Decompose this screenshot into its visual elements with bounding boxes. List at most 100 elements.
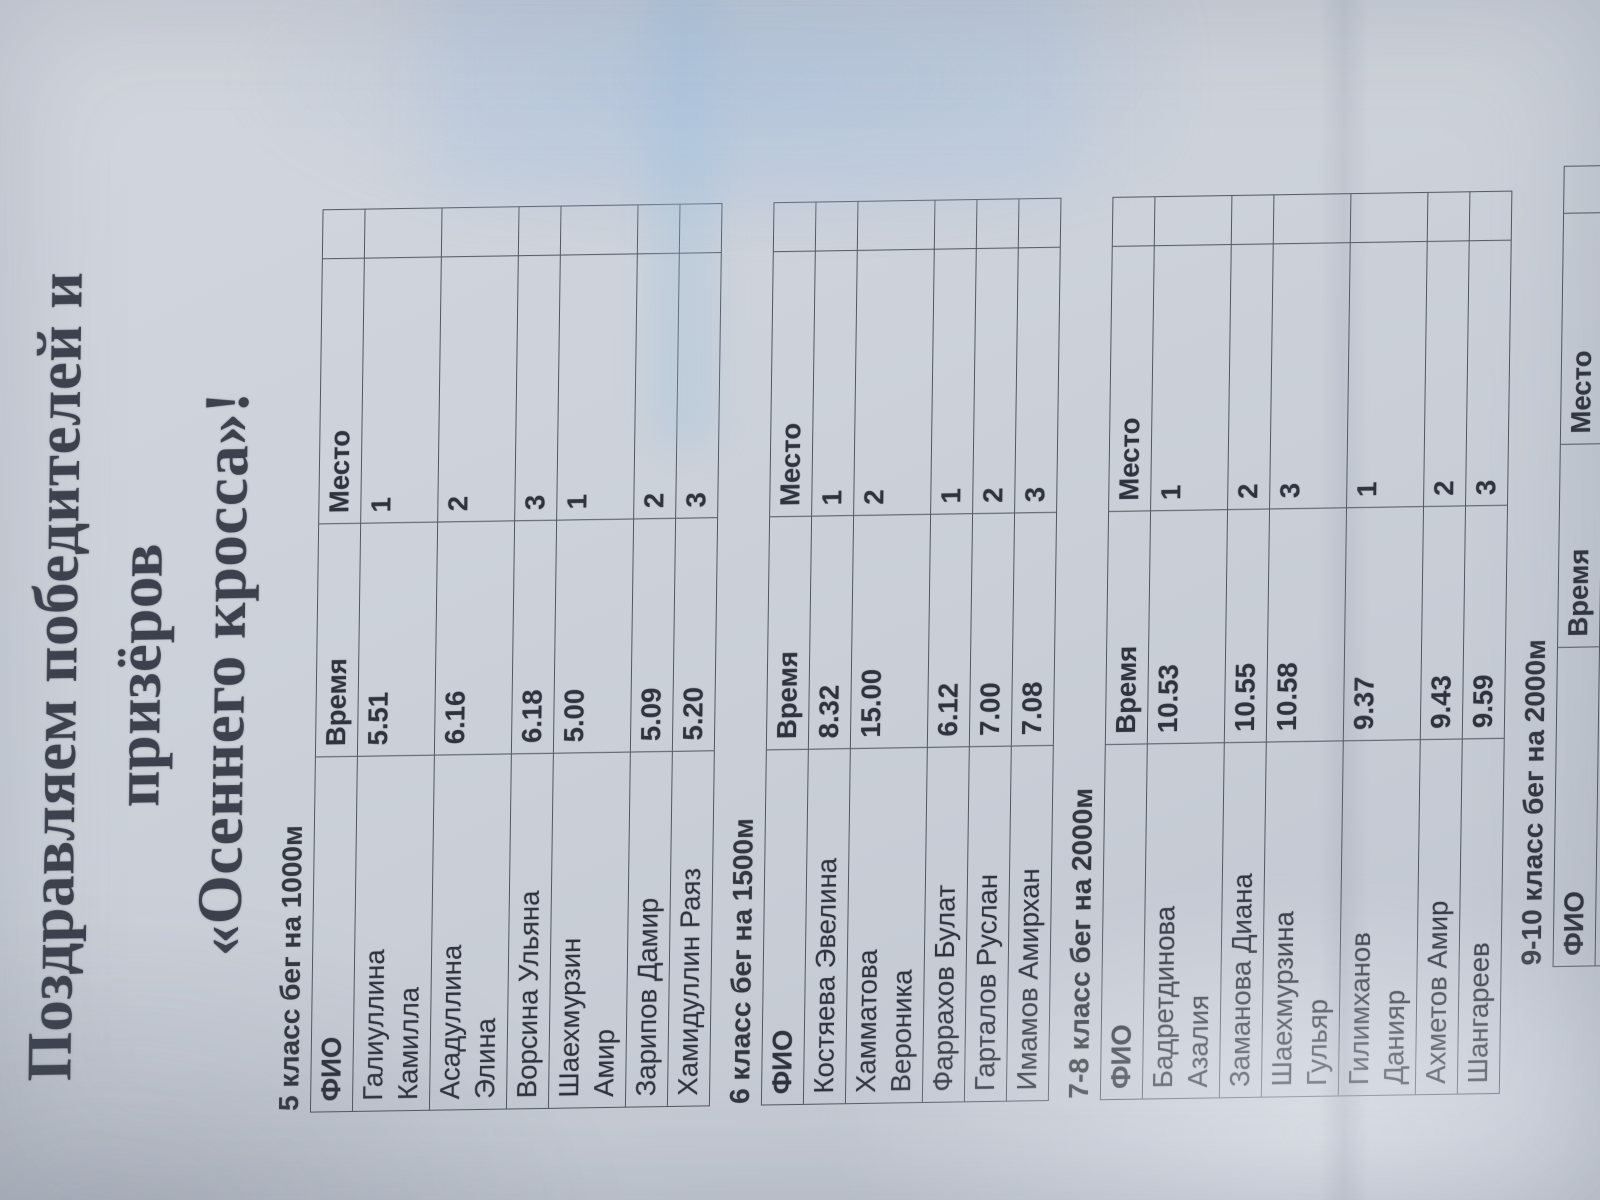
extra-cell bbox=[364, 207, 443, 259]
extra-cell bbox=[857, 200, 935, 251]
time-cell: 5.51 bbox=[357, 522, 438, 757]
name-cell: Асадуллина Элина bbox=[429, 753, 512, 1111]
name-cell: Шангареев bbox=[1457, 738, 1505, 1095]
extra-cell bbox=[1273, 193, 1351, 244]
col-header-fio: ФИО bbox=[310, 756, 358, 1113]
place-cell: 1 bbox=[1346, 241, 1428, 508]
col-header-extra bbox=[1563, 165, 1600, 214]
place-cell: 2 bbox=[853, 249, 935, 516]
time-cell: 7.00 bbox=[969, 512, 1015, 747]
col-header-time: Время bbox=[1105, 510, 1151, 745]
name-cell: Гарталов Руслан bbox=[964, 746, 1012, 1102]
extra-cell bbox=[1469, 191, 1512, 241]
extra-cell bbox=[1350, 192, 1428, 243]
place-cell: 3 bbox=[1269, 242, 1351, 509]
time-cell: 10.58 bbox=[1266, 507, 1347, 743]
results-table: ФИО Время Место Костяева Эвелина 8.32 1 … bbox=[761, 198, 1062, 1106]
time-cell: 9.37 bbox=[1343, 506, 1424, 741]
name-cell: Фаррахов Булат bbox=[922, 746, 970, 1103]
results-table: ФИО Время Место Гареев Аскар 8.53 1 Юсуп… bbox=[1553, 163, 1600, 967]
place-cell: 3 bbox=[1465, 240, 1512, 506]
col-header-place: Место bbox=[1560, 212, 1600, 445]
extra-cell bbox=[1427, 191, 1470, 242]
time-cell: 10.55 bbox=[1224, 508, 1270, 743]
time-cell: 9.59 bbox=[1462, 505, 1508, 739]
page-title: Поздравляем победителей и призёров «Осен… bbox=[6, 141, 273, 1200]
table-row: Гилимханов Данияр 9.37 1 bbox=[1338, 192, 1428, 1096]
title-line-2: «Осеннего кросса»! bbox=[184, 391, 263, 957]
name-cell: Шаехмурзина Гульяр bbox=[1261, 740, 1344, 1098]
name-cell: Галиуллина Камилла bbox=[352, 755, 435, 1112]
time-cell: 10.53 bbox=[1147, 509, 1228, 744]
place-cell: 2 bbox=[1227, 243, 1274, 510]
col-header-fio: ФИО bbox=[761, 749, 809, 1106]
name-cell: Зарипов Дамир bbox=[625, 751, 673, 1108]
name-cell: Хамматова Вероника bbox=[845, 747, 928, 1104]
title-line-1: Поздравляем победителей и призёров bbox=[14, 271, 176, 1082]
place-cell: 1 bbox=[360, 256, 442, 524]
extra-cell bbox=[1154, 195, 1232, 246]
col-header-fio: ФИО bbox=[1553, 646, 1600, 967]
time-cell: 5.09 bbox=[630, 518, 676, 753]
extra-cell bbox=[560, 204, 639, 256]
place-cell: 3 bbox=[1014, 247, 1061, 513]
time-cell: 5.20 bbox=[672, 517, 718, 752]
col-header-time: Время bbox=[315, 523, 361, 757]
extra-cell bbox=[815, 201, 858, 252]
col-header-fio: ФИО bbox=[1100, 743, 1148, 1100]
place-cell: 2 bbox=[437, 255, 519, 523]
table-row: Асадуллина Элина 6.16 2 bbox=[429, 206, 520, 1111]
name-cell: Шаехмурзин Амир bbox=[548, 752, 631, 1109]
table-row: Шаехмурзин Амир 5.00 1 bbox=[548, 204, 639, 1109]
time-cell: 6.18 bbox=[511, 520, 557, 754]
place-cell: 1 bbox=[556, 253, 638, 521]
col-header-place: Место bbox=[318, 258, 365, 524]
place-cell: 1 bbox=[811, 250, 858, 517]
name-cell: Имамов Амирхан bbox=[1006, 745, 1054, 1102]
col-header-extra bbox=[322, 209, 366, 259]
results-sections: 5 класс бег на 1000м ФИО Время Место Гал… bbox=[273, 0, 1600, 1113]
extra-cell bbox=[637, 204, 681, 254]
place-cell: 1 bbox=[930, 248, 977, 515]
name-cell: Бадретдинова Азалия bbox=[1142, 742, 1225, 1100]
place-cell: 2 bbox=[972, 247, 1019, 514]
time-cell: 5.00 bbox=[553, 518, 634, 754]
extra-cell bbox=[934, 199, 977, 250]
place-cell: 3 bbox=[514, 255, 561, 521]
col-header-time: Время bbox=[1557, 443, 1600, 648]
extra-cell bbox=[679, 203, 722, 254]
result-section: 9-10 класс бег на 2000м ФИО Время Место … bbox=[1516, 0, 1600, 968]
result-section: 7-8 класс бег на 2000м ФИО Время Место Б… bbox=[1063, 0, 1515, 1101]
results-table: ФИО Время Место Галиуллина Камилла 5.51 … bbox=[310, 203, 723, 1113]
time-cell: 6.12 bbox=[927, 513, 973, 748]
name-cell: Ахметов Амир bbox=[1415, 738, 1463, 1095]
place-cell: 2 bbox=[1423, 240, 1470, 507]
extra-cell bbox=[518, 206, 562, 256]
extra-cell bbox=[1018, 198, 1061, 248]
result-section: 6 класс бег на 1500м ФИО Время Место Кос… bbox=[724, 0, 1064, 1106]
col-header-extra bbox=[773, 202, 816, 252]
col-header-place: Место bbox=[1108, 245, 1155, 512]
table-row: Бадретдинова Азалия 10.53 1 bbox=[1142, 195, 1232, 1100]
extra-cell bbox=[976, 198, 1019, 249]
header-row: ФИО Время Место bbox=[1553, 165, 1600, 967]
time-cell: 6.16 bbox=[434, 520, 515, 756]
col-header-time: Время bbox=[766, 516, 812, 750]
name-cell: Ворсина Ульяна bbox=[506, 753, 554, 1110]
place-cell: 1 bbox=[1150, 244, 1232, 511]
col-header-extra bbox=[1112, 196, 1155, 247]
results-table: ФИО Время Место Бадретдинова Азалия 10.5… bbox=[1100, 191, 1513, 1101]
extra-cell bbox=[441, 206, 520, 257]
table-row: Галиуллина Камилла 5.51 1 bbox=[352, 207, 443, 1112]
extra-cell bbox=[1231, 194, 1274, 245]
name-cell: Заманова Диана bbox=[1219, 742, 1267, 1098]
col-header-place: Место bbox=[769, 251, 816, 517]
name-cell: Хамидуллин Раяз bbox=[667, 750, 715, 1107]
result-section: 5 класс бег на 1000м ФИО Время Место Гал… bbox=[273, 0, 725, 1113]
time-cell: 15.00 bbox=[850, 514, 931, 749]
name-cell: Костяева Эвелина bbox=[803, 748, 851, 1105]
name-cell: Гилимханов Данияр bbox=[1338, 739, 1421, 1096]
time-cell: 7.08 bbox=[1011, 512, 1057, 747]
